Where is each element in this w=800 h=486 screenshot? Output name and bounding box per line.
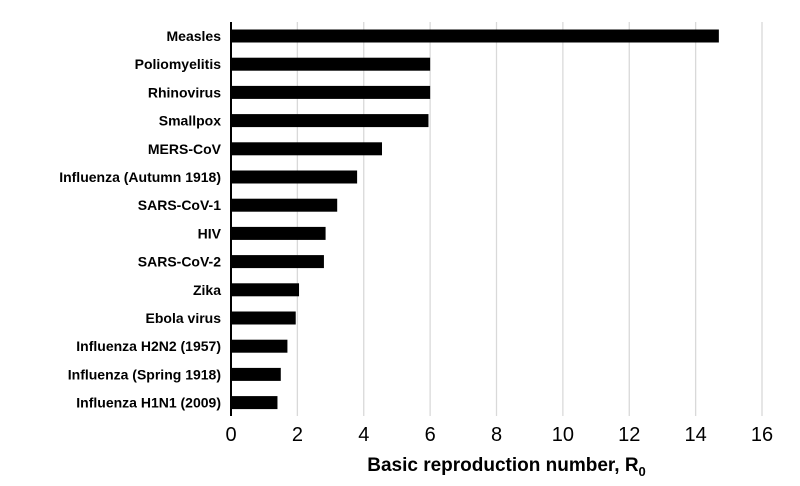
category-label: Influenza H2N2 (1957) (76, 338, 221, 354)
bar-measles (231, 29, 719, 43)
bars (231, 29, 719, 410)
bar-ebola-virus (231, 311, 296, 325)
bar-smallpox (231, 114, 429, 128)
category-label: Smallpox (159, 113, 221, 129)
bar-mers-cov (231, 142, 383, 156)
category-label: Zika (193, 282, 221, 298)
category-label: Poliomyelitis (135, 56, 222, 72)
x-tick-label-8: 8 (491, 424, 502, 446)
category-label: HIV (198, 225, 222, 241)
x-axis-title-subscript: 0 (639, 464, 646, 479)
x-tick-label-14: 14 (685, 424, 707, 446)
bar-zika (231, 283, 300, 297)
category-label: SARS-CoV-2 (138, 254, 221, 270)
category-label: MERS-CoV (148, 141, 222, 157)
x-tick-label-0: 0 (225, 424, 236, 446)
bar-influenza-spring-1918 (231, 367, 281, 381)
x-tick-label-6: 6 (425, 424, 436, 446)
gridlines (296, 22, 763, 416)
x-tick-label-2: 2 (292, 424, 303, 446)
category-label: Influenza (Spring 1918) (68, 366, 221, 382)
category-label: Influenza (Autumn 1918) (59, 169, 221, 185)
category-label: Ebola virus (146, 310, 222, 326)
bar-sars-cov-2 (231, 255, 324, 269)
bar-poliomyelitis (231, 57, 431, 71)
bar-influenza-h2n2-1957 (231, 339, 288, 353)
x-tick-label-4: 4 (358, 424, 369, 446)
x-tick-label-16: 16 (751, 424, 773, 446)
x-axis-title: Basic reproduction number, R0 (367, 455, 646, 479)
x-tick-label-12: 12 (618, 424, 640, 446)
bar-rhinovirus (231, 85, 431, 99)
bar-sars-cov-1 (231, 198, 338, 212)
bar-influenza-autumn-1918 (231, 170, 358, 184)
x-tick-labels: 0 2 4 6 8 10 12 14 16 (225, 424, 773, 446)
category-labels: Measles Poliomyelitis Rhinovirus Smallpox ME… (59, 28, 221, 411)
category-label: Rhinovirus (148, 84, 221, 100)
x-tick-label-10: 10 (552, 424, 574, 446)
x-axis-title-main: Basic reproduction number, R (367, 455, 639, 476)
bar-hiv (231, 226, 326, 240)
bar-influenza-h1n1-2009 (231, 396, 278, 410)
category-label: Measles (167, 28, 222, 44)
category-label: SARS-CoV-1 (138, 197, 221, 213)
category-label: Influenza H1N1 (2009) (76, 395, 221, 411)
